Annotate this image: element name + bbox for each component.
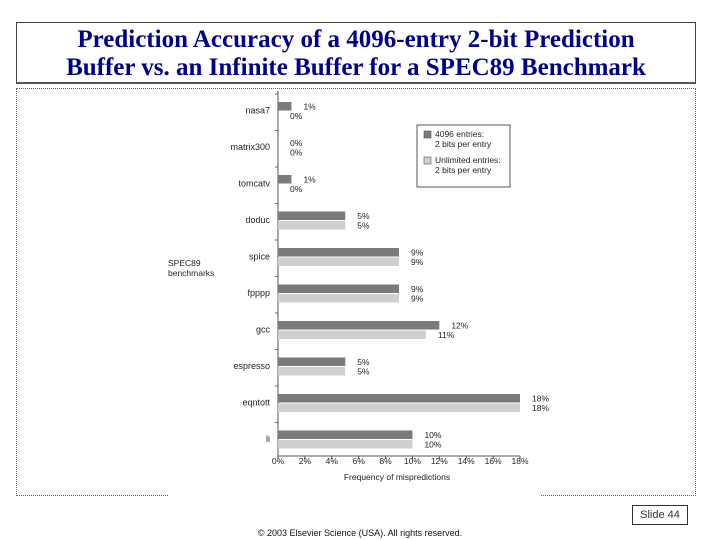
slide-number: Slide 44 bbox=[632, 505, 688, 525]
x-tick-label: 2% bbox=[299, 456, 312, 466]
category-label-doduc: doduc bbox=[245, 215, 270, 225]
x-tick-label: 6% bbox=[353, 456, 366, 466]
bar-espresso-series-1 bbox=[278, 357, 346, 366]
legend-label-2-line-1: Unlimited entries: bbox=[435, 155, 501, 165]
data-label-spice-series-1: 9% bbox=[411, 248, 424, 258]
y-axis-title-line-1: SPEC89 bbox=[168, 258, 201, 268]
x-tick-label: 14% bbox=[458, 456, 475, 466]
bar-gcc-series-1 bbox=[278, 321, 440, 330]
legend-label-1-line-2: 2 bits per entry bbox=[435, 139, 492, 149]
data-label-nasa7-series-2: 0% bbox=[290, 111, 303, 121]
legend-swatch-2 bbox=[423, 156, 432, 165]
legend-label-2-line-2: 2 bits per entry bbox=[435, 165, 492, 175]
bar-fpppp-series-2 bbox=[278, 294, 399, 303]
data-label-gcc-series-1: 12% bbox=[451, 321, 468, 331]
data-label-tomcatv-series-1: 1% bbox=[303, 175, 316, 185]
legend-box bbox=[416, 124, 511, 188]
legend-swatch-1 bbox=[423, 130, 432, 139]
x-tick-label: 18% bbox=[511, 456, 528, 466]
x-tick-label: 0% bbox=[272, 456, 285, 466]
category-label-li: li bbox=[266, 434, 270, 444]
slide-title-line-2: Buffer vs. an Infinite Buffer for a SPEC… bbox=[66, 54, 646, 81]
data-label-matrix300-series-1: 0% bbox=[290, 138, 303, 148]
bar-tomcatv-series-1 bbox=[278, 175, 292, 184]
data-label-eqntott-series-2: 18% bbox=[532, 403, 549, 413]
category-label-eqntott: eqntott bbox=[242, 398, 270, 408]
bar-doduc-series-1 bbox=[278, 211, 346, 220]
category-label-espresso: espresso bbox=[233, 361, 270, 371]
data-label-nasa7-series-1: 1% bbox=[303, 102, 316, 112]
x-tick-label: 12% bbox=[431, 456, 448, 466]
data-label-spice-series-2: 9% bbox=[411, 257, 424, 267]
bar-fpppp-series-1 bbox=[278, 284, 399, 293]
category-label-gcc: gcc bbox=[256, 325, 271, 335]
bar-gcc-series-2 bbox=[278, 330, 426, 339]
data-label-matrix300-series-2: 0% bbox=[290, 148, 303, 158]
bar-eqntott-series-2 bbox=[278, 403, 520, 412]
category-label-matrix300: matrix300 bbox=[230, 142, 270, 152]
bar-doduc-series-2 bbox=[278, 221, 346, 230]
category-label-spice: spice bbox=[249, 252, 270, 262]
slide-title: Prediction Accuracy of a 4096-entry 2-bi… bbox=[16, 22, 696, 84]
data-label-fpppp-series-1: 9% bbox=[411, 284, 424, 294]
data-label-doduc-series-1: 5% bbox=[357, 211, 370, 221]
bar-eqntott-series-1 bbox=[278, 394, 520, 403]
category-label-nasa7: nasa7 bbox=[245, 106, 270, 116]
x-tick-label: 4% bbox=[326, 456, 339, 466]
copyright-notice: © 2003 Elsevier Science (USA). All right… bbox=[257, 528, 463, 538]
x-tick-label: 10% bbox=[404, 456, 421, 466]
data-label-espresso-series-1: 5% bbox=[357, 357, 370, 367]
bar-spice-series-2 bbox=[278, 257, 399, 266]
legend-label-1-line-1: 4096 entries: bbox=[435, 129, 484, 139]
data-label-li-series-1: 10% bbox=[424, 430, 441, 440]
bar-nasa7-series-1 bbox=[278, 102, 292, 111]
x-tick-label: 16% bbox=[485, 456, 502, 466]
data-label-gcc-series-2: 11% bbox=[438, 330, 455, 340]
x-axis-title: Frequency of mispredictions bbox=[344, 472, 450, 482]
y-axis-title-line-2: benchmarks bbox=[168, 268, 214, 278]
data-label-doduc-series-2: 5% bbox=[357, 221, 370, 231]
slide-title-line-1: Prediction Accuracy of a 4096-entry 2-bi… bbox=[77, 26, 635, 53]
data-label-eqntott-series-1: 18% bbox=[532, 394, 549, 404]
data-label-li-series-2: 10% bbox=[424, 440, 441, 450]
category-label-fpppp: fpppp bbox=[247, 288, 270, 298]
bar-li-series-2 bbox=[278, 440, 413, 449]
category-label-tomcatv: tomcatv bbox=[238, 179, 270, 189]
bar-li-series-1 bbox=[278, 430, 413, 439]
data-label-espresso-series-2: 5% bbox=[357, 367, 370, 377]
bar-spice-series-1 bbox=[278, 248, 399, 257]
bar-espresso-series-2 bbox=[278, 367, 346, 376]
data-label-tomcatv-series-2: 0% bbox=[290, 184, 303, 194]
data-label-fpppp-series-2: 9% bbox=[411, 294, 424, 304]
x-tick-label: 8% bbox=[379, 456, 392, 466]
